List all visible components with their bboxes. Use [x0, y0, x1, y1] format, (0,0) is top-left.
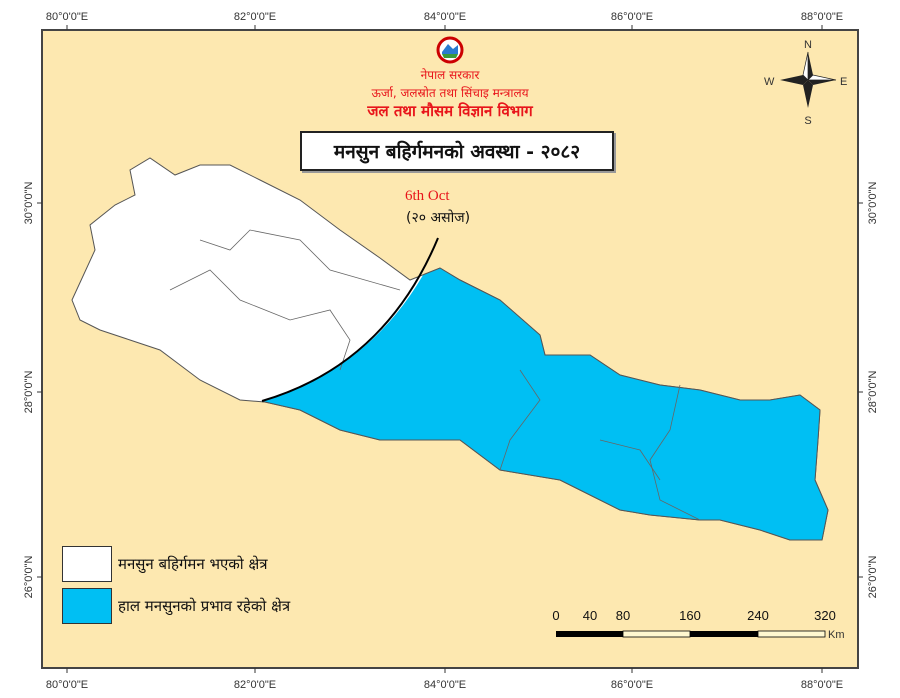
longitude-label-bottom: 82°0'0"E [234, 679, 276, 691]
scale-label: 80 [615, 608, 631, 623]
legend-swatch-white [62, 546, 112, 582]
province-boundaries [169, 229, 701, 521]
longitude-label-top: 80°0'0"E [46, 11, 88, 23]
government-emblem [436, 36, 464, 64]
legend-label: मनसुन बहिर्गमन भएको क्षेत्र [118, 555, 268, 573]
latitude-label-left: 28°0'0"N [23, 371, 35, 414]
longitude-label-bottom: 80°0'0"E [46, 679, 88, 691]
scale-label: 240 [747, 608, 769, 623]
compass-e: E [840, 76, 847, 88]
legend-label: हाल मनसुनको प्रभाव रहेको क्षेत्र [118, 597, 291, 615]
withdrawal-date-en: 6th Oct [405, 188, 450, 204]
legend-active: हाल मनसुनको प्रभाव रहेको क्षेत्र [62, 588, 290, 624]
scale-label: 320 [814, 608, 836, 623]
longitude-label-bottom: 86°0'0"E [611, 679, 653, 691]
compass-s: S [804, 115, 811, 127]
ministry-name: ऊर्जा, जलस्रोत तथा सिंचाइ मन्त्रालय [371, 86, 529, 100]
longitude-label-top: 88°0'0"E [801, 11, 843, 23]
latitude-label-left: 30°0'0"N [23, 182, 35, 225]
department-name: जल तथा मौसम विज्ञान विभाग [367, 102, 533, 120]
latitude-label-left: 26°0'0"N [23, 556, 35, 599]
active-monsoon-region [262, 157, 829, 541]
compass-rose: N S E W [764, 39, 847, 127]
scale-label: 0 [552, 608, 560, 623]
scale-bar: Km [556, 629, 845, 641]
longitude-label-top: 86°0'0"E [611, 11, 653, 23]
government-name: नेपाल सरकार [420, 68, 480, 82]
compass-w: W [764, 76, 775, 88]
latitude-label-right: 30°0'0"N [867, 182, 879, 225]
latitude-label-right: 26°0'0"N [867, 556, 879, 599]
withdrawal-date-np: (२० असोज) [406, 210, 471, 226]
legend-swatch-blue [62, 588, 112, 624]
scale-unit: Km [828, 629, 845, 641]
scale-label: 40 [582, 608, 598, 623]
withdrawal-line [261, 237, 439, 402]
longitude-label-bottom: 84°0'0"E [424, 679, 466, 691]
scale-label: 160 [679, 608, 701, 623]
compass-n: N [804, 39, 812, 51]
longitude-label-top: 84°0'0"E [424, 11, 466, 23]
map-title: मनसुन बहिर्गमनको अवस्था - २०८२ [300, 131, 614, 171]
longitude-label-top: 82°0'0"E [234, 11, 276, 23]
legend-withdrawn: मनसुन बहिर्गमन भएको क्षेत्र [62, 546, 268, 582]
longitude-label-bottom: 88°0'0"E [801, 679, 843, 691]
latitude-label-right: 28°0'0"N [867, 371, 879, 414]
